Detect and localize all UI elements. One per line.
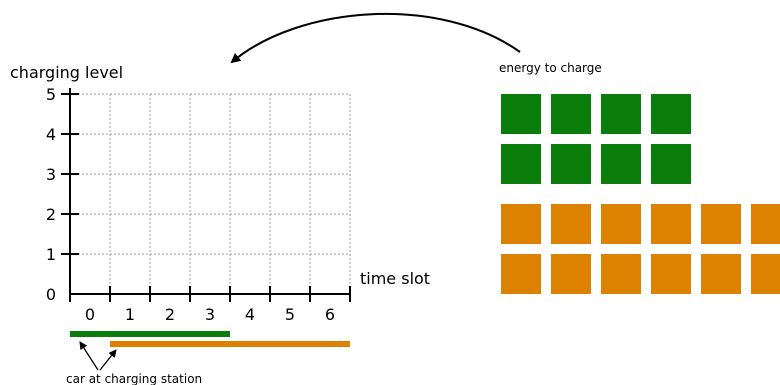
x-tick-label: 5: [285, 305, 295, 324]
energy-block: [551, 254, 591, 294]
car-bar: [70, 331, 230, 337]
energy-label: energy to charge: [499, 61, 602, 75]
y-tick-label: 1: [46, 245, 56, 264]
energy-block: [651, 144, 691, 184]
energy-block: [501, 254, 541, 294]
energy-block: [751, 254, 780, 294]
x-tick-label: 0: [85, 305, 95, 324]
energy-block: [701, 254, 741, 294]
x-tick-label: 2: [165, 305, 175, 324]
annotation-arrow-green: [79, 341, 99, 371]
car-annotation: car at charging station: [66, 372, 202, 385]
energy-block: [651, 94, 691, 134]
energy-block: [751, 204, 780, 244]
y-axis-label: charging level: [10, 63, 123, 82]
y-tick-label: 3: [46, 165, 56, 184]
x-tick-label: 6: [325, 305, 335, 324]
energy-block: [701, 204, 741, 244]
x-tick-label: 1: [125, 305, 135, 324]
energy-block: [501, 144, 541, 184]
energy-block: [551, 144, 591, 184]
energy-block: [601, 94, 641, 134]
y-tick-label: 0: [46, 285, 56, 304]
x-axis-label: time slot: [360, 269, 430, 288]
energy-block: [651, 254, 691, 294]
x-tick-label: 3: [205, 305, 215, 324]
y-tick-label: 4: [46, 125, 56, 144]
axes: [61, 88, 351, 302]
y-tick-label: 5: [46, 85, 56, 104]
energy-block: [601, 254, 641, 294]
transfer-arrow: [230, 12, 521, 64]
car-bar: [110, 341, 350, 347]
energy-block: [651, 204, 691, 244]
energy-block: [601, 204, 641, 244]
energy-block: [551, 94, 591, 134]
x-tick-label: 4: [245, 305, 255, 324]
energy-block: [501, 94, 541, 134]
energy-blocks: [501, 94, 780, 294]
energy-block: [551, 204, 591, 244]
energy-block: [601, 144, 641, 184]
energy-block: [501, 204, 541, 244]
y-tick-label: 2: [46, 205, 56, 224]
tick-labels: 0 1 2 3 4 5 0 1 2 3 4 5 6: [46, 85, 335, 324]
car-presence-bars: [70, 331, 350, 347]
annotation-arrow-orange: [99, 349, 117, 371]
grid: [70, 93, 351, 294]
